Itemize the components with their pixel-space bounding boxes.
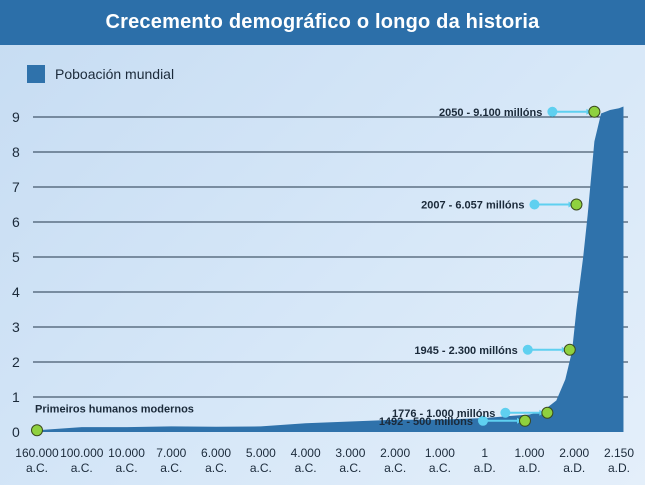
- x-tick-era: a.D.: [518, 461, 540, 475]
- y-tick-label: 3: [12, 319, 20, 335]
- x-tick-label: 6.000: [201, 446, 231, 460]
- annotation-dot: [547, 106, 558, 117]
- x-tick-era: a.C.: [384, 461, 406, 475]
- area-layer: [37, 106, 624, 432]
- x-tick-label: 160.000: [15, 446, 59, 460]
- x-tick-label: 1.000: [514, 446, 544, 460]
- population-area: [37, 106, 624, 432]
- x-tick-era: a.C.: [339, 461, 361, 475]
- y-tick-label: 1: [12, 389, 20, 405]
- chart-title: Crecemento demográfico o longo da histor…: [105, 11, 540, 33]
- annotation-label: 1776 - 1.000 millóns: [392, 408, 495, 420]
- x-tick-label: 3.000: [335, 446, 365, 460]
- x-tick-label: 4.000: [291, 446, 321, 460]
- x-tick-era: a.C.: [429, 461, 451, 475]
- x-tick-label: 1: [481, 446, 488, 460]
- y-tick-label: 9: [12, 109, 20, 125]
- annotation-marker: [518, 414, 531, 427]
- title-bar: Crecemento demográfico o longo da histor…: [0, 0, 645, 45]
- x-tick-label: 10.000: [108, 446, 145, 460]
- x-tick-era: a.C.: [71, 461, 93, 475]
- annotation-marker: [570, 198, 583, 211]
- x-tick-era: a.D.: [608, 461, 630, 475]
- annotation-label: 1492 - 500 millóns: [379, 416, 473, 428]
- legend: Poboación mundial: [27, 65, 174, 83]
- annotation-marker: [588, 105, 601, 118]
- x-tick-label: 7.000: [156, 446, 186, 460]
- x-axis: 160.000a.C.100.000a.C.10.000a.C.7.000a.C…: [15, 446, 634, 475]
- x-tick-era: a.C.: [295, 461, 317, 475]
- annotation-dot: [522, 344, 533, 355]
- y-tick-label: 7: [12, 179, 20, 195]
- annotation-label: Primeiros humanos modernos: [35, 403, 194, 415]
- annotation-label: 2050 - 9.100 millóns: [439, 107, 542, 119]
- annotation-marker: [31, 424, 43, 437]
- x-tick-era: a.D.: [563, 461, 585, 475]
- x-tick-label: 2.150: [604, 446, 634, 460]
- y-tick-label: 4: [12, 284, 20, 300]
- annotation-dot: [500, 407, 511, 418]
- x-tick-era: a.D.: [474, 461, 496, 475]
- x-tick-era: a.C.: [250, 461, 272, 475]
- annotations: Primeiros humanos modernos 1492 - 500 mil…: [31, 105, 601, 437]
- x-tick-label: 2.000: [380, 446, 410, 460]
- annotation-marker: [541, 406, 554, 419]
- legend-swatch: [27, 65, 45, 83]
- x-tick-label: 1.000: [425, 446, 455, 460]
- legend-label: Poboación mundial: [55, 66, 175, 82]
- y-axis: 0 1 2 3 4 5 6 7 8 9: [12, 109, 20, 440]
- x-tick-label: 100.000: [60, 446, 104, 460]
- annotation-marker: [563, 343, 576, 356]
- annotation-label: 1945 - 2.300 millóns: [414, 345, 517, 357]
- annotation-dot: [477, 415, 488, 426]
- x-tick-era: a.C.: [116, 461, 138, 475]
- x-tick-era: a.C.: [26, 461, 48, 475]
- y-tick-label: 6: [12, 214, 20, 230]
- y-tick-label: 0: [12, 424, 20, 440]
- y-tick-label: 5: [12, 249, 20, 265]
- grid: [33, 116, 628, 398]
- y-tick-label: 8: [12, 144, 20, 160]
- x-tick-era: a.C.: [205, 461, 227, 475]
- x-tick-label: 2.000: [559, 446, 589, 460]
- x-tick-era: a.C.: [160, 461, 182, 475]
- annotation-label: 2007 - 6.057 millóns: [421, 200, 524, 212]
- y-tick-label: 2: [12, 354, 20, 370]
- annotation-dot: [529, 199, 540, 210]
- x-tick-label: 5.000: [246, 446, 276, 460]
